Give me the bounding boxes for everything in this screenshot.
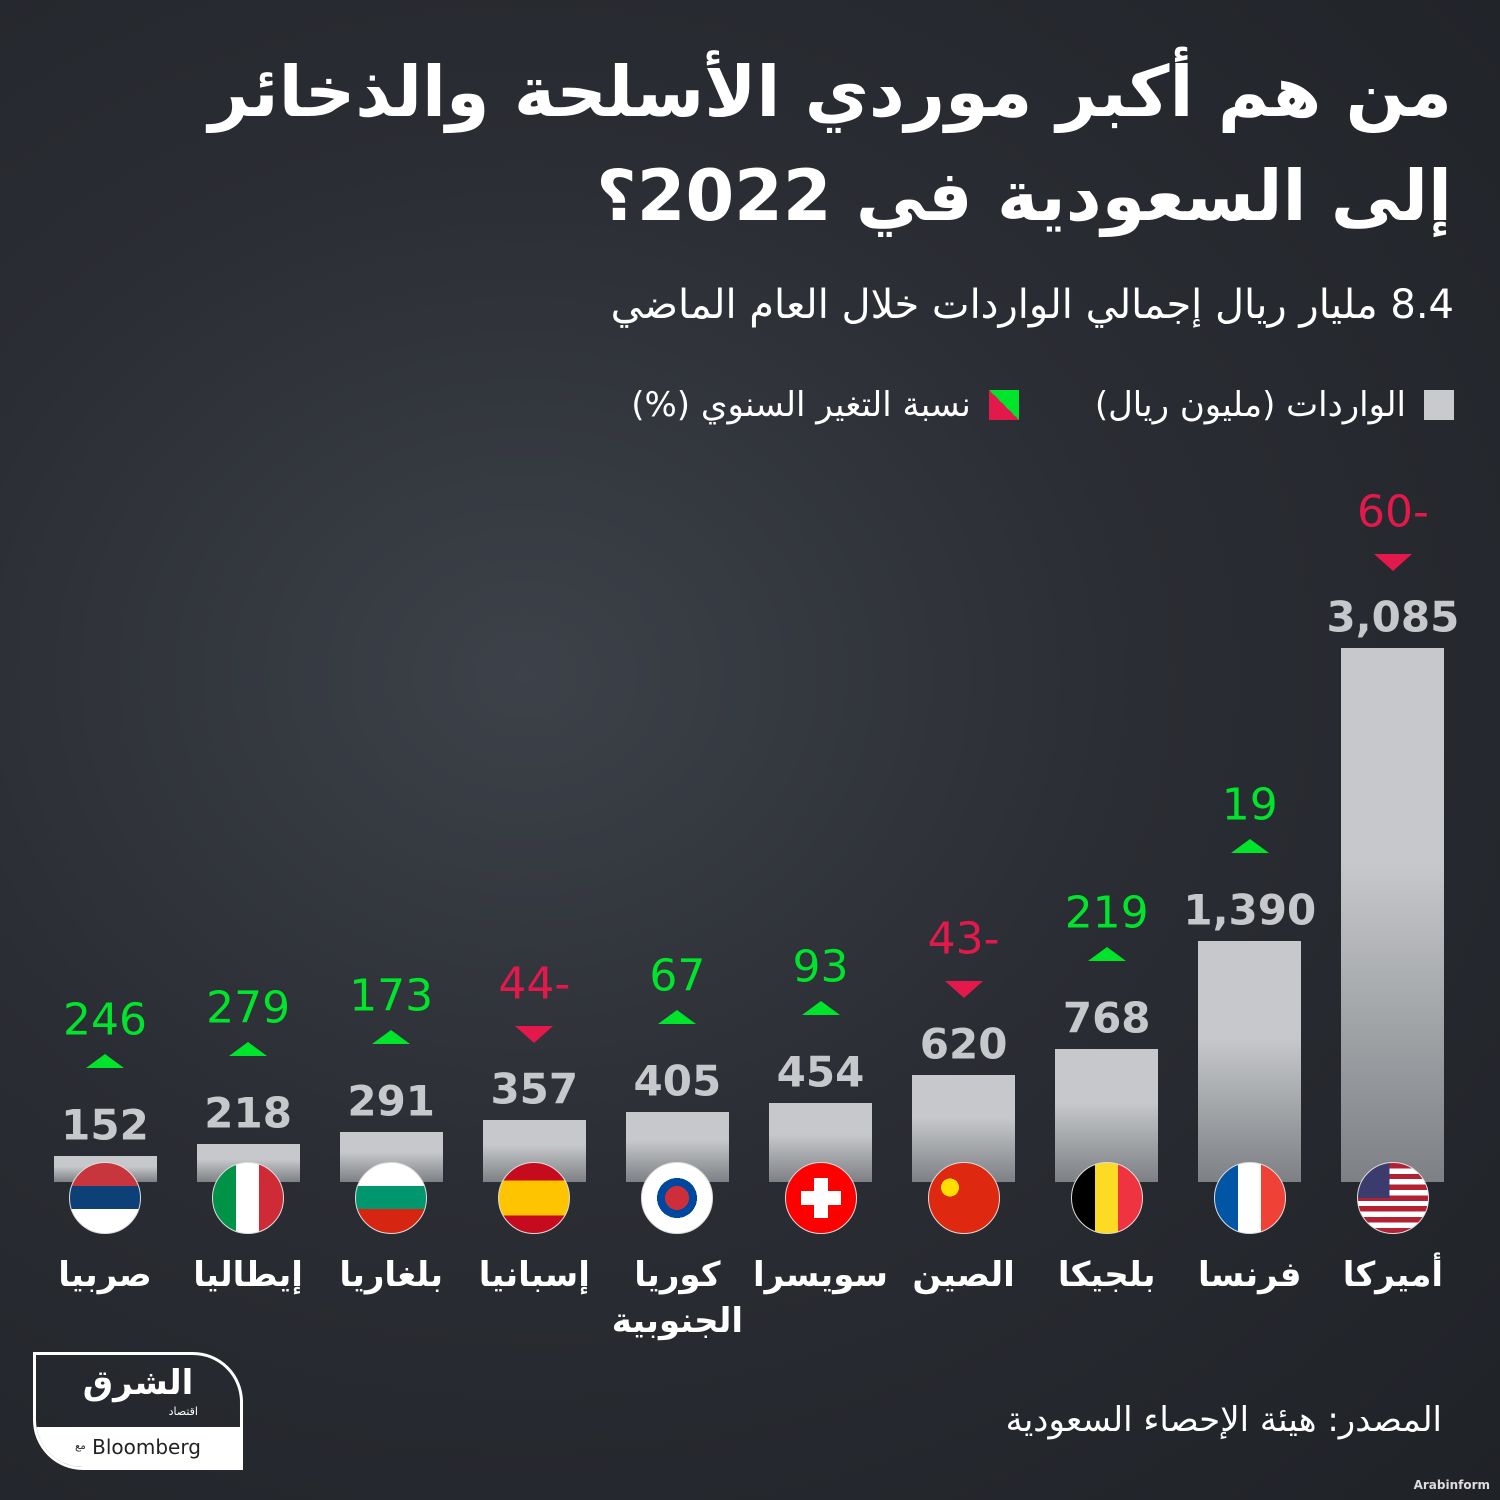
change-label: 19 (1221, 779, 1278, 831)
up-arrow-icon (1230, 839, 1269, 854)
chart-title: من هم أكبر موردي الأسلحة والذخائر إلى ال… (208, 51, 1452, 237)
country-label: بلجيكا (1057, 1255, 1156, 1295)
serbia-flag-icon (69, 1162, 141, 1234)
legend-change-label: نسبة التغير السنوي (%) (631, 385, 971, 425)
country-label: إسبانيا (478, 1255, 590, 1295)
value-label: 405 (633, 1056, 722, 1106)
china-flag-icon (927, 1162, 1000, 1234)
south-korea-flag-icon (641, 1162, 714, 1234)
italy-flag-icon (212, 1162, 285, 1234)
legend-imports-label: الواردات (مليون ريال) (1094, 385, 1406, 425)
value-label: 152 (61, 1100, 149, 1150)
legend-imports-swatch (1424, 390, 1454, 420)
change-label: 93 (792, 941, 849, 993)
country-label: سويسرا (753, 1255, 888, 1295)
bar (1341, 648, 1445, 1182)
country-label: صربيا (58, 1255, 152, 1295)
change-label: 219 (1064, 887, 1149, 939)
value-label: 620 (919, 1019, 1008, 1069)
up-arrow-icon (658, 1009, 697, 1024)
bar (1198, 941, 1302, 1182)
bar (1055, 1049, 1159, 1182)
belgium-flag-icon (1070, 1162, 1143, 1234)
logo-brand: الشرق (82, 1363, 194, 1403)
down-arrow-icon (515, 1026, 554, 1044)
logo-partner: Bloomberg (92, 1435, 201, 1459)
value-label: 768 (1062, 993, 1151, 1043)
switzerland-flag-icon (784, 1162, 857, 1234)
logo-sub: اقتصاد (168, 1405, 198, 1418)
change-label: 279 (206, 982, 291, 1034)
value-label: 454 (776, 1047, 865, 1097)
country-label: كوريا الجنوبية (611, 1255, 744, 1341)
chart-subtitle: 8.4 مليار ريال إجمالي الواردات خلال العا… (610, 282, 1454, 328)
country-label: فرنسا (1198, 1255, 1302, 1295)
up-arrow-icon (86, 1053, 124, 1068)
legend: الواردات (مليون ريال) نسبة التغير السنوي… (631, 385, 1454, 425)
up-arrow-icon (372, 1029, 411, 1044)
change-label: 246 (63, 994, 147, 1046)
value-label: 3,085 (1326, 592, 1460, 642)
country-label: الصين (912, 1255, 1015, 1295)
down-arrow-icon (944, 980, 983, 998)
change-label: 67 (649, 950, 706, 1002)
country-label: بلغاريا (339, 1255, 444, 1295)
asharq-bloomberg-logo: الشرق اقتصاد مع Bloomberg (33, 1352, 243, 1470)
value-label: 291 (347, 1076, 436, 1126)
credit-watermark: Arabinform (1413, 1478, 1490, 1492)
legend-change-swatch (988, 390, 1019, 420)
value-label: 1,390 (1183, 885, 1317, 935)
change-label: 43- (927, 913, 1000, 965)
value-label: 218 (204, 1088, 292, 1138)
up-arrow-icon (801, 1001, 840, 1016)
change-label: 60- (1356, 486, 1429, 538)
up-arrow-icon (229, 1042, 268, 1057)
bulgaria-flag-icon (355, 1162, 428, 1234)
country-label: إيطاليا (193, 1255, 303, 1295)
down-arrow-icon (1373, 554, 1412, 571)
logo-with: مع (75, 1441, 86, 1452)
change-label: 173 (349, 970, 434, 1022)
source-note: المصدر: هيئة الإحصاء السعودية (1005, 1400, 1442, 1440)
value-label: 357 (490, 1064, 579, 1114)
country-label: أميركا (1342, 1255, 1444, 1295)
change-label: 44- (498, 958, 571, 1010)
usa-flag-icon (1356, 1162, 1429, 1234)
up-arrow-icon (1087, 947, 1126, 962)
spain-flag-icon (498, 1162, 571, 1234)
france-flag-icon (1213, 1162, 1286, 1234)
